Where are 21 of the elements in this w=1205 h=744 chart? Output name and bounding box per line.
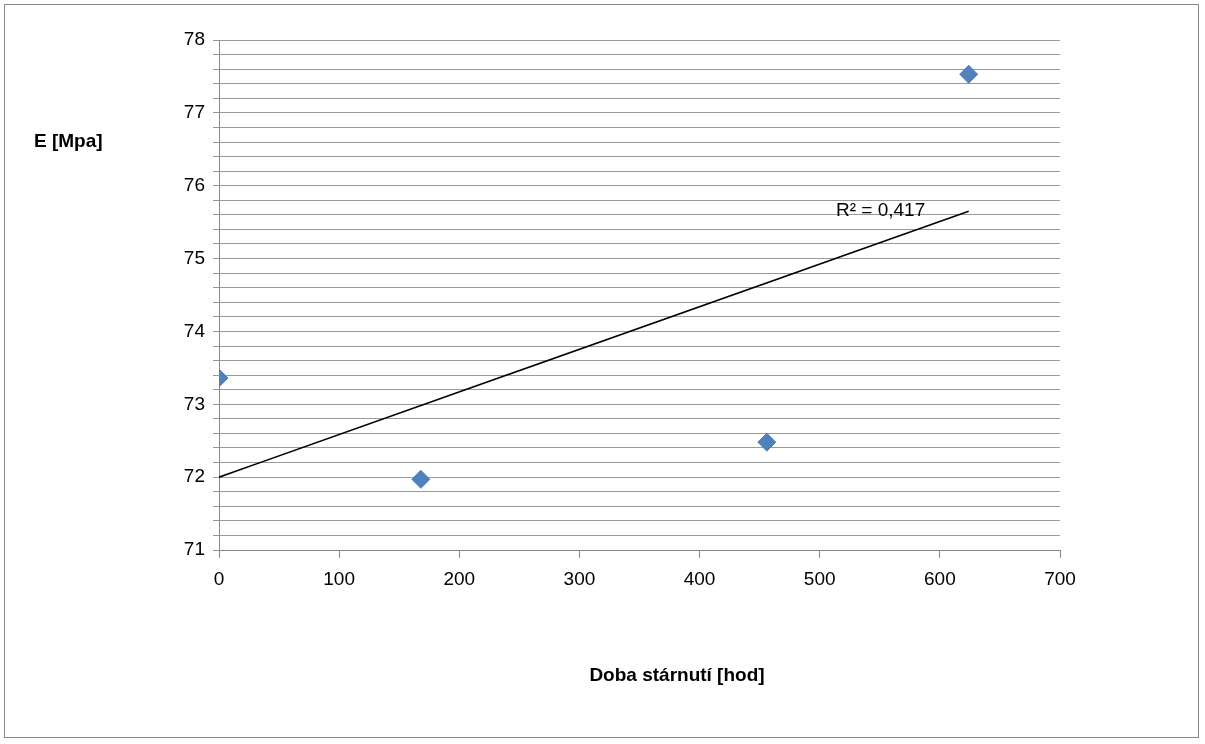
annotation: R² = 0,417 — [836, 199, 926, 221]
x-tick-label: 100 — [323, 567, 355, 589]
x-tick-label: 200 — [443, 567, 476, 589]
x-tick-label: 400 — [683, 567, 716, 589]
point — [959, 64, 979, 84]
x-axis-title: Doba stárnutí [hod] — [588, 664, 766, 686]
x-tick-label: 500 — [803, 567, 836, 589]
y-tick-label: 76 — [183, 173, 205, 195]
y-tick-label: 78 — [183, 28, 205, 50]
y-axis-title: E [Mpa] — [34, 130, 103, 152]
y-tick-label: 71 — [183, 538, 205, 560]
y-tick-label: 75 — [183, 246, 205, 268]
x-tick-label: 700 — [1044, 567, 1076, 589]
y-tick-label: 72 — [183, 465, 205, 487]
y-tick-label: 73 — [183, 392, 205, 414]
y-tick-label: 74 — [183, 319, 206, 341]
y-tick-label: 77 — [183, 101, 205, 123]
x-tick-label: 600 — [924, 567, 956, 589]
x-tick-label: 300 — [563, 567, 596, 589]
point — [757, 432, 777, 452]
x-tick-label: 0 — [213, 567, 225, 589]
